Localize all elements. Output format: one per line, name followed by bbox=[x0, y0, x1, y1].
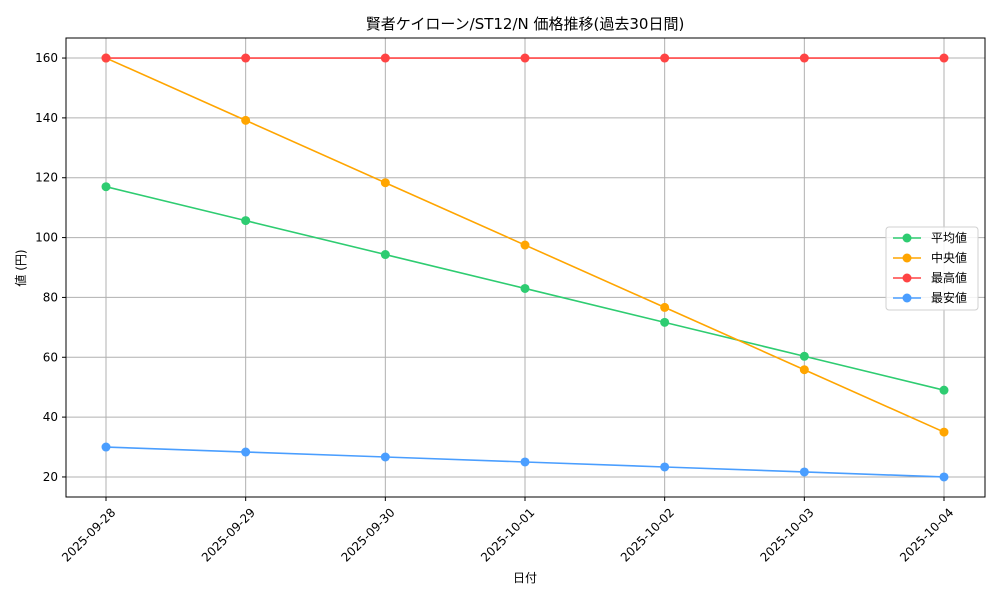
x-tick-label: 2025-10-04 bbox=[897, 505, 956, 564]
data-point bbox=[380, 452, 390, 462]
chart-title: 賢者ケイローン/ST12/N 価格推移(過去30日間) bbox=[366, 15, 685, 33]
data-point bbox=[101, 182, 111, 192]
data-point bbox=[241, 115, 251, 125]
data-point bbox=[799, 53, 809, 63]
series-最安値 bbox=[101, 442, 949, 482]
data-point bbox=[660, 53, 670, 63]
data-point bbox=[241, 53, 251, 63]
y-tick-label: 120 bbox=[35, 171, 58, 185]
data-point bbox=[380, 178, 390, 188]
data-point bbox=[799, 467, 809, 477]
legend-marker bbox=[902, 293, 912, 303]
data-point bbox=[660, 462, 670, 472]
legend-label: 中央値 bbox=[931, 250, 967, 265]
y-axis-label: 値 (円) bbox=[13, 249, 28, 286]
y-tick-label: 40 bbox=[43, 410, 58, 424]
data-point bbox=[660, 317, 670, 327]
data-point bbox=[939, 427, 949, 437]
series-最高値 bbox=[101, 53, 949, 63]
data-point bbox=[520, 53, 530, 63]
y-tick-label: 20 bbox=[43, 470, 58, 484]
y-tick-label: 160 bbox=[35, 51, 58, 65]
data-point bbox=[241, 216, 251, 226]
data-point bbox=[101, 53, 111, 63]
data-point bbox=[799, 351, 809, 361]
legend-marker bbox=[902, 273, 912, 283]
data-point bbox=[241, 447, 251, 457]
x-axis-label: 日付 bbox=[513, 571, 537, 585]
data-point bbox=[520, 457, 530, 467]
legend-label: 最安値 bbox=[931, 290, 967, 305]
y-tick-label: 80 bbox=[43, 290, 58, 304]
data-point bbox=[520, 283, 530, 293]
series-平均値 bbox=[101, 182, 949, 395]
x-tick-label: 2025-09-28 bbox=[59, 505, 118, 564]
y-tick-label: 140 bbox=[35, 111, 58, 125]
y-tick-label: 60 bbox=[43, 350, 58, 364]
x-tick-label: 2025-09-30 bbox=[338, 505, 397, 564]
data-point bbox=[380, 250, 390, 260]
x-tick-label: 2025-10-02 bbox=[618, 505, 677, 564]
data-point bbox=[660, 302, 670, 312]
data-point bbox=[939, 385, 949, 395]
x-tick-label: 2025-10-03 bbox=[757, 505, 816, 564]
data-point bbox=[101, 442, 111, 452]
legend-label: 平均値 bbox=[931, 230, 967, 245]
legend-marker bbox=[902, 233, 912, 243]
legend-marker bbox=[902, 253, 912, 263]
data-point bbox=[939, 53, 949, 63]
x-tick-label: 2025-10-01 bbox=[478, 505, 537, 564]
data-point bbox=[799, 365, 809, 375]
x-tick-label: 2025-09-29 bbox=[199, 505, 258, 564]
data-point bbox=[939, 472, 949, 482]
legend-box bbox=[885, 226, 979, 311]
data-point bbox=[380, 53, 390, 63]
data-point bbox=[520, 240, 530, 250]
legend-label: 最高値 bbox=[931, 270, 967, 285]
y-tick-label: 100 bbox=[35, 231, 58, 245]
